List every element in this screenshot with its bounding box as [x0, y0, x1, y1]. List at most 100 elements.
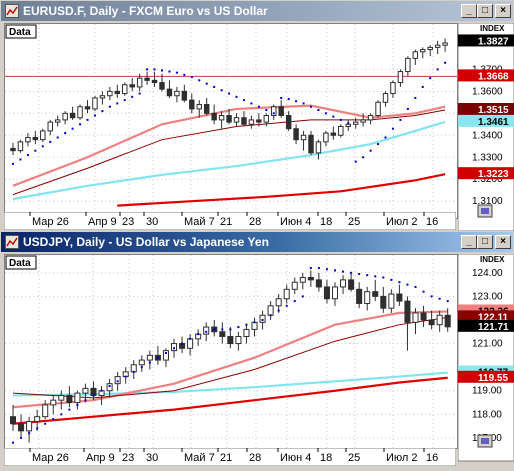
- ma-cyan-line: [12, 120, 446, 201]
- candle-body: [66, 394, 73, 404]
- candle-body: [405, 57, 411, 73]
- sar-dot: [181, 342, 184, 345]
- candle-body: [69, 112, 76, 119]
- candle-body: [114, 376, 121, 385]
- sar-dot: [391, 127, 394, 130]
- candle-body: [151, 79, 158, 84]
- title-bar[interactable]: EURUSD.F, Daily - FXCM Euro vs US Dollar…: [1, 1, 513, 21]
- candle-body: [162, 350, 169, 361]
- title-bar[interactable]: USDJPY, Daily - US Dollar vs Japanese Ye…: [1, 232, 513, 252]
- candle-body: [58, 394, 65, 401]
- price-axis: INDEX124.00123.00121.00119.00118.00117.0…: [457, 253, 514, 466]
- sar-dot: [430, 295, 433, 298]
- candle-body: [233, 117, 240, 123]
- candle-body: [82, 387, 89, 394]
- price-box: 1.3668: [458, 69, 514, 82]
- y-tick-label: 1.3400: [472, 130, 503, 141]
- candle-body: [307, 277, 314, 281]
- sar-dot: [100, 389, 103, 392]
- sar-dot: [221, 328, 224, 331]
- sar-dot: [382, 276, 385, 279]
- chart-window-usdjpy[interactable]: USDJPY, Daily - US Dollar vs Japanese Ye…: [0, 231, 514, 467]
- candle-body: [129, 84, 135, 88]
- x-tick-label: Апр 9: [88, 216, 117, 228]
- candle-body: [10, 147, 16, 152]
- sar-dot: [12, 162, 14, 165]
- candle-body: [348, 279, 355, 290]
- sar-dot: [265, 109, 268, 112]
- candle-body: [360, 119, 366, 123]
- candle-body: [330, 132, 337, 136]
- candle-body: [219, 331, 226, 337]
- window-title: USDJPY, Daily - US Dollar vs Japanese Ye…: [23, 235, 269, 249]
- sar-dot: [183, 73, 186, 76]
- x-tick-label: 30: [146, 452, 158, 464]
- candle-body: [159, 82, 165, 90]
- candle-body: [42, 404, 49, 418]
- candle-body: [227, 335, 234, 345]
- maximize-button[interactable]: □: [477, 4, 493, 18]
- y-tick-label: 119.00: [472, 386, 502, 397]
- candle-body: [107, 90, 113, 97]
- candle-body: [77, 106, 83, 119]
- candle-body: [375, 101, 381, 117]
- price-box-label: 1.3668: [478, 71, 509, 82]
- sar-dot: [369, 149, 372, 152]
- candle-body: [434, 44, 441, 48]
- candle-body: [285, 115, 292, 130]
- sar-dot: [366, 274, 369, 277]
- chart-plot-area[interactable]: Data: [4, 23, 458, 219]
- candle-body: [372, 291, 379, 297]
- x-tick-label: 25: [348, 216, 360, 228]
- sar-dot: [339, 118, 342, 121]
- y-tick-label: 118.00: [472, 409, 502, 420]
- price-box-label: 1.3223: [478, 169, 509, 180]
- candle-body: [412, 51, 419, 59]
- close-button[interactable]: ×: [495, 4, 511, 18]
- y-tick-label: 121.00: [472, 339, 503, 350]
- candle-body: [25, 136, 31, 143]
- x-tick-label: 23: [122, 452, 134, 464]
- candle-body: [390, 82, 396, 95]
- chart-window-eurusd[interactable]: EURUSD.F, Daily - FXCM Euro vs US Dollar…: [0, 0, 514, 232]
- candle-body: [32, 136, 39, 141]
- sar-dot: [20, 436, 23, 439]
- sar-dot: [390, 278, 393, 281]
- close-button[interactable]: ×: [495, 235, 511, 249]
- x-tick-label: 25: [348, 452, 360, 464]
- chart-window-icon: [5, 4, 19, 18]
- sar-dot: [295, 100, 298, 103]
- sar-dot: [140, 366, 143, 369]
- candle-body: [300, 134, 307, 141]
- candle-body: [323, 132, 329, 143]
- candle-body: [235, 335, 242, 345]
- sar-dot: [205, 82, 208, 85]
- sar-dot: [310, 105, 312, 108]
- x-tick-label: Июн 4: [280, 452, 311, 464]
- candle-body: [256, 119, 262, 123]
- candle-body: [226, 115, 232, 123]
- minimize-button[interactable]: _: [461, 235, 477, 249]
- y-tick-label: 1.3600: [472, 86, 503, 97]
- maximize-button[interactable]: □: [477, 235, 493, 249]
- minimize-button[interactable]: _: [461, 4, 477, 18]
- price-box: 119.55: [458, 370, 514, 384]
- data-label-text: Data: [9, 258, 31, 269]
- candle-body: [62, 112, 68, 121]
- candle-body: [442, 42, 448, 46]
- sar-dot: [272, 112, 275, 115]
- sar-dot: [414, 96, 417, 99]
- sar-dot: [350, 271, 353, 274]
- candle-body: [293, 128, 299, 141]
- sar-dot: [71, 127, 74, 130]
- price-box-label: 1.3827: [478, 36, 509, 47]
- sar-dot: [108, 105, 111, 108]
- candle-body: [263, 115, 270, 123]
- price-box: 1.3515: [458, 103, 514, 116]
- candle-body: [17, 141, 24, 152]
- candle-body: [196, 104, 202, 110]
- sar-dot: [79, 123, 82, 126]
- chart-plot-area[interactable]: Data: [4, 254, 458, 449]
- price-box: 1.3461: [458, 114, 514, 128]
- y-tick-label: 1.3200: [472, 174, 503, 185]
